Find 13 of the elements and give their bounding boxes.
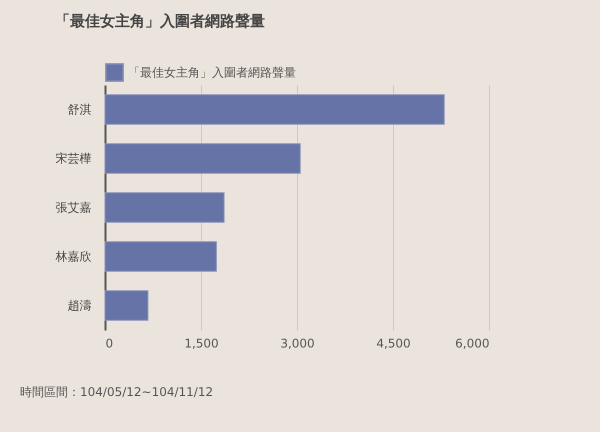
x-tick-label: 3,000 bbox=[280, 336, 315, 350]
y-tick-label: 舒淇 bbox=[68, 102, 92, 116]
x-tick-label: 4,500 bbox=[376, 336, 411, 350]
y-tick-label: 林嘉欣 bbox=[54, 250, 92, 264]
text: 時間區間：104/05/12~104/11/12 bbox=[20, 384, 214, 401]
y-tick-label: 趙濤 bbox=[68, 298, 92, 312]
x-tick-label: 0 bbox=[106, 336, 114, 350]
x-tick-label: 6,000 bbox=[455, 336, 490, 350]
y-tick-label: 張艾嘉 bbox=[56, 200, 92, 214]
x-tick-label: 1,500 bbox=[184, 336, 219, 350]
legend-label: 「最佳女主角」入圍者網路聲量 bbox=[128, 66, 296, 80]
y-tick-label: 宋芸樺 bbox=[56, 152, 92, 166]
chart-title: 「最佳女主角」入圍者網路聲量 bbox=[55, 12, 265, 30]
